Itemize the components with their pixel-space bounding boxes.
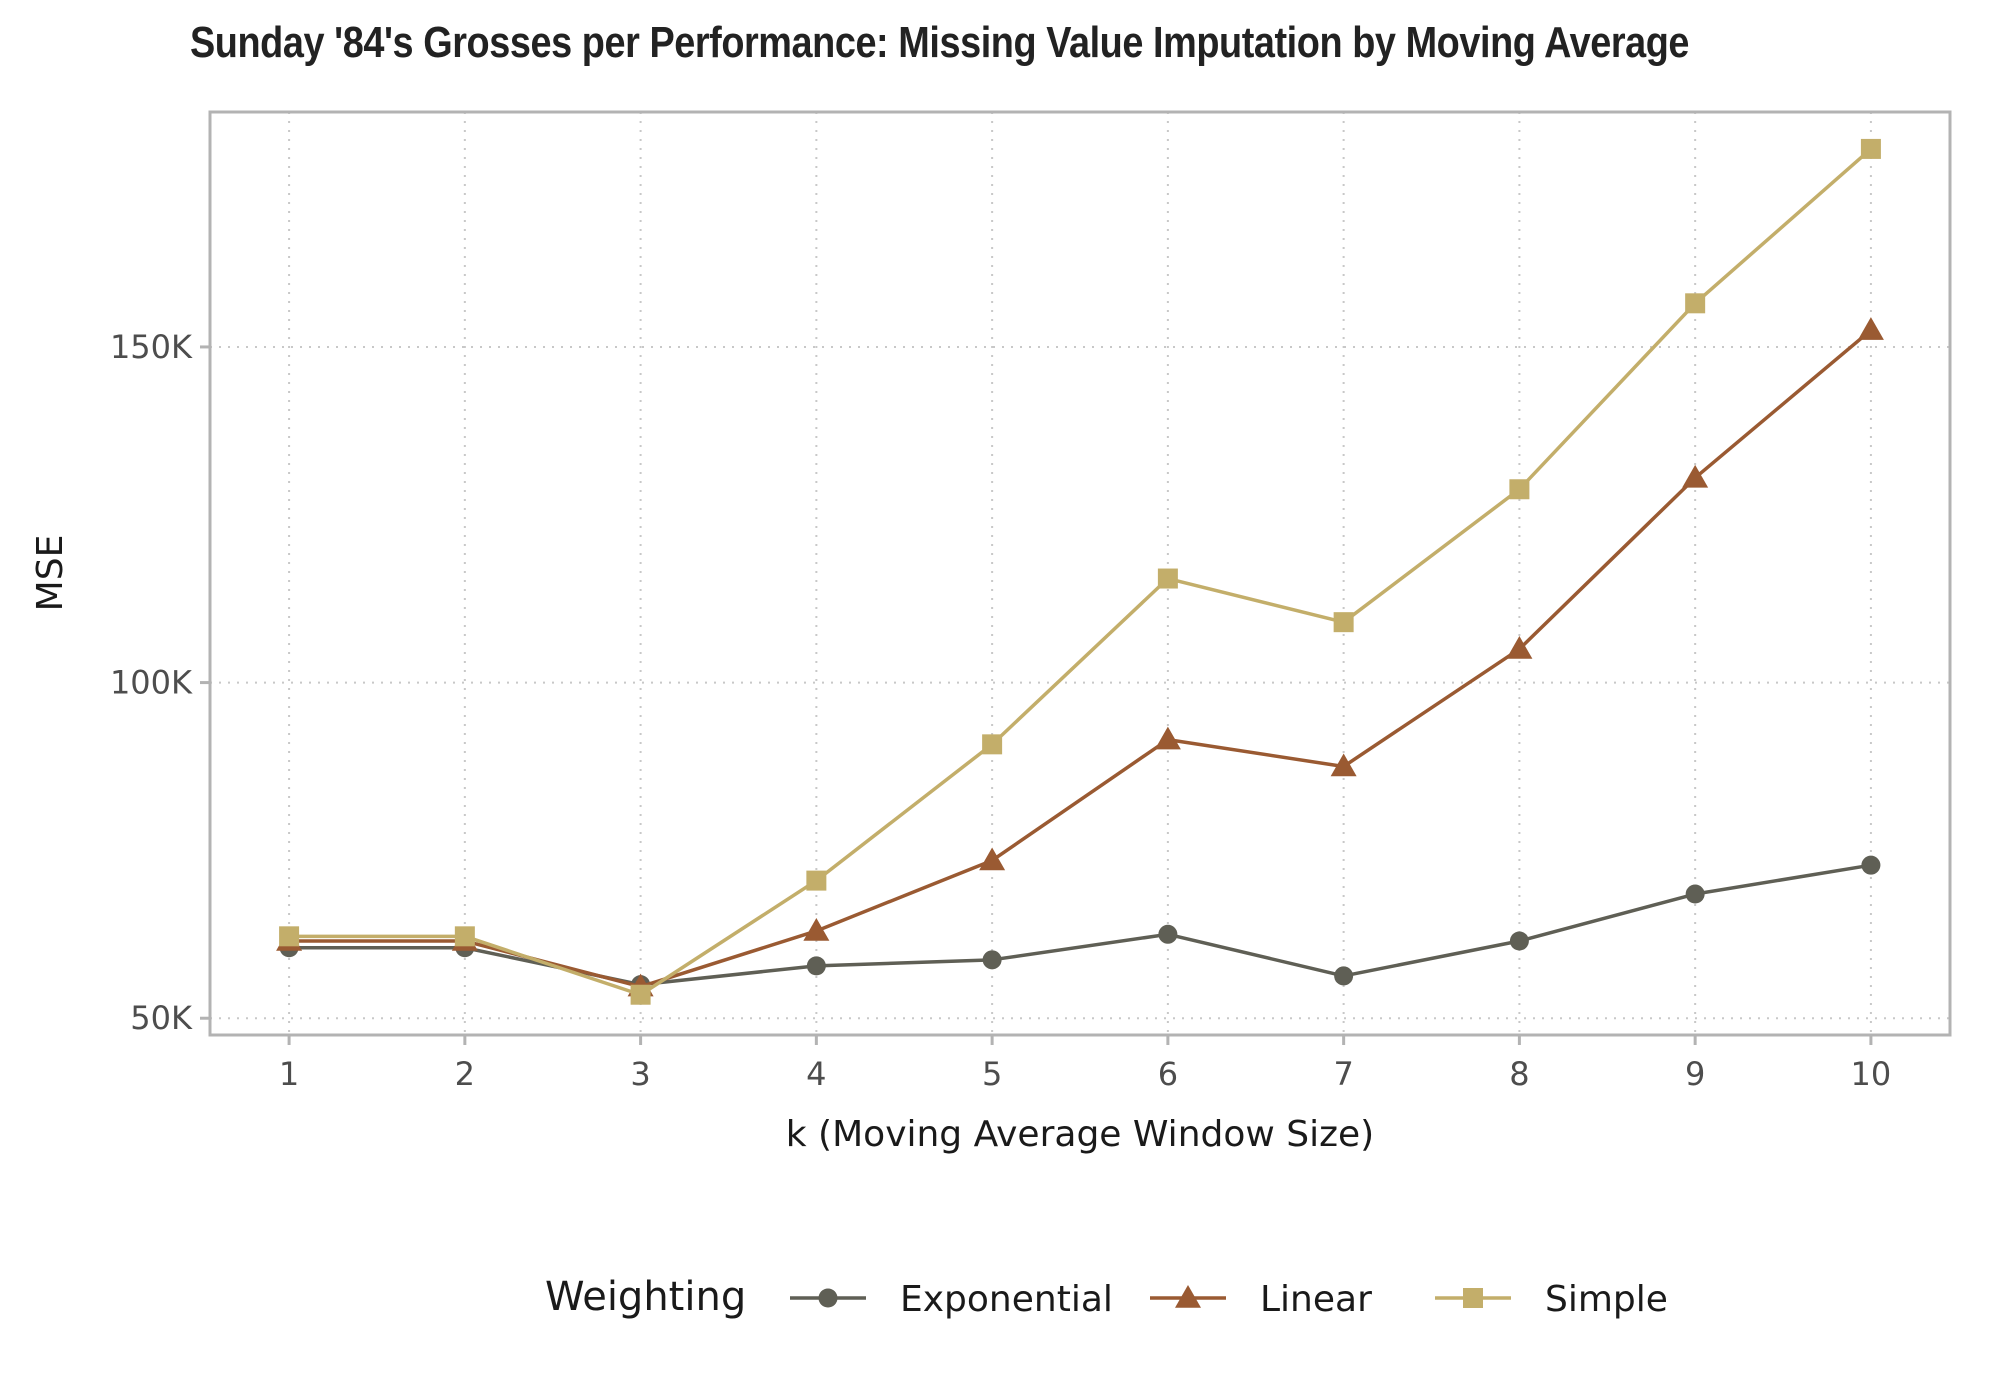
series-lines [276,138,1884,1005]
legend-title: Weighting [545,1274,746,1320]
data-point-linear [1154,726,1181,750]
x-tick-label: 2 [455,1055,475,1093]
data-point-exponential [1685,884,1705,904]
data-point-exponential [806,956,826,976]
x-tick-label: 1 [279,1055,299,1093]
data-point-linear [1857,317,1884,340]
legend-symbol [1463,1288,1483,1308]
x-tick-label: 3 [630,1055,650,1093]
series-simple [279,138,1881,1005]
series-linear [276,317,1884,997]
x-tick-label: 6 [1158,1055,1178,1093]
data-point-exponential [1158,924,1178,944]
y-tick-label: 150K [110,328,193,366]
data-point-simple [454,926,475,947]
data-point-linear [979,847,1006,871]
legend-item-simple: Simple [1435,1279,1668,1320]
y-tick-label: 100K [110,664,193,702]
y-tick-label: 50K [130,999,193,1037]
x-tick-label: 5 [982,1055,1002,1093]
data-point-simple [1685,293,1706,314]
y-axis: 50K 100K 150K [110,328,210,1037]
data-point-exponential [1861,855,1881,875]
data-point-simple [1860,138,1881,159]
data-point-simple [806,870,827,891]
legend-label: Linear [1260,1279,1372,1320]
x-tick-label: 7 [1333,1055,1353,1093]
legend-item-linear: Linear [1150,1279,1372,1320]
series-exponential [279,855,1881,995]
legend-label: Simple [1545,1279,1668,1320]
series-line-linear [289,328,1873,989]
x-axis-title: k (Moving Average Window Size) [786,1114,1374,1155]
x-tick-label: 9 [1685,1055,1705,1093]
series-line-exponential [289,863,1872,987]
x-tick-label: 8 [1509,1055,1529,1093]
data-point-simple [279,926,300,947]
data-point-exponential [982,950,1002,970]
data-point-linear [1330,753,1357,777]
plot-border [208,110,1952,1037]
legend-item-exponential: Exponential [790,1279,1113,1320]
grid-lines [210,112,1950,1035]
data-point-exponential [1509,931,1529,951]
data-point-linear [1682,464,1709,488]
legend: Weighting Exponential Linear Simple [545,1274,1668,1320]
data-point-simple [1509,479,1530,500]
x-tick-label: 4 [806,1055,826,1093]
legend-symbol [818,1288,838,1308]
data-point-simple [630,984,651,1005]
legend-symbol [1175,1285,1201,1308]
data-point-simple [982,734,1003,755]
data-point-simple [1157,568,1178,589]
x-tick-label: 10 [1851,1055,1892,1093]
legend-label: Exponential [900,1279,1113,1320]
chart-title: Sunday '84's Grosses per Performance: Mi… [190,18,1690,67]
series-line-simple [289,147,1873,997]
data-point-exponential [1334,966,1354,986]
data-point-linear [803,917,830,941]
x-axis: 1 2 3 4 5 6 7 8 9 10 [279,1035,1891,1093]
data-point-simple [1333,612,1354,633]
data-point-linear [1506,636,1533,659]
y-axis-title: MSE [30,535,71,612]
